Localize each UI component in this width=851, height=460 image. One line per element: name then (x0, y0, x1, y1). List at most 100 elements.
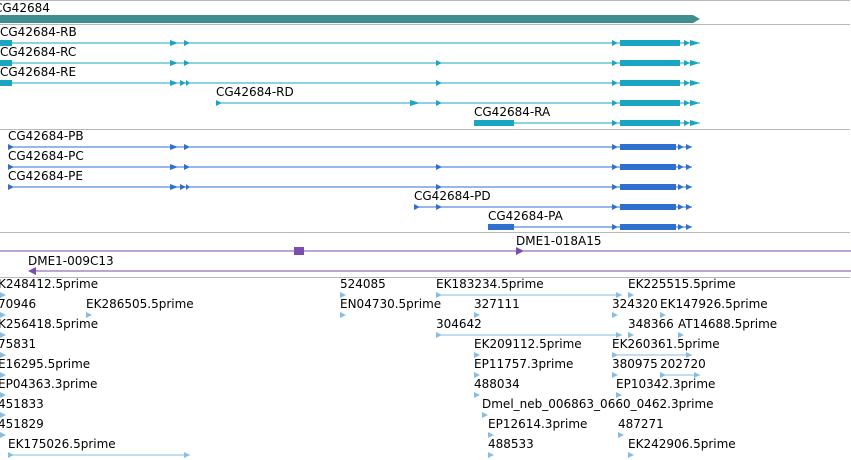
est-feature[interactable]: 451829 (0, 417, 44, 438)
exon-arrow (612, 204, 618, 210)
clone-row[interactable]: DME1-018A15 (0, 234, 851, 255)
est-feature[interactable]: 348366 (628, 317, 674, 338)
est-feature[interactable]: 524085 (340, 277, 386, 298)
exon-arrow (612, 40, 618, 46)
est-feature[interactable]: 75831 (0, 337, 36, 358)
exon-arrow (180, 80, 186, 86)
exon-arrow (170, 164, 178, 170)
est-feature[interactable]: 380975 (612, 357, 658, 378)
est-feature[interactable]: EK175026.5prime (8, 437, 190, 458)
est-feature[interactable]: EK225515.5prime (628, 277, 736, 298)
clone-track: DME1-018A15 DME1-009C13 (0, 234, 851, 275)
gene-bar[interactable] (0, 15, 700, 23)
clone-row[interactable]: DME1-009C13 (28, 254, 851, 275)
est-label: 348366 (628, 317, 674, 331)
exon-arrow (678, 144, 684, 150)
est-arrow (340, 292, 346, 298)
exon-arrow (684, 120, 690, 126)
exon-block (620, 164, 676, 170)
est-arrow (474, 312, 480, 318)
est-feature[interactable]: 488034 (474, 377, 520, 398)
est-arrow (616, 292, 622, 298)
est-arrow (340, 312, 346, 318)
est-arrow (474, 352, 480, 358)
est-arrow (0, 412, 6, 418)
exon-arrow (690, 60, 700, 66)
exon-arrow (170, 184, 178, 190)
exon-arrow (170, 40, 178, 46)
est-feature[interactable]: 324320 (612, 297, 658, 318)
transcript-row[interactable]: CG42684-PB (8, 129, 692, 150)
transcript-row[interactable]: CG42684-PC (8, 149, 692, 170)
transcript-row[interactable]: CG42684-RC (0, 45, 700, 66)
est-label: EK260361.5prime (612, 337, 720, 351)
est-label: Dmel_neb_006863_0660_0462.3prime (482, 397, 714, 411)
est-arrow (488, 452, 494, 458)
est-feature[interactable]: K248412.5prime (0, 277, 98, 298)
exon-block (620, 80, 680, 86)
est-feature[interactable]: EK183234.5prime (436, 277, 622, 298)
est-feature[interactable]: 487271 (618, 417, 664, 438)
est-arrow (678, 332, 684, 338)
cds-transcript-track: CG42684-PB CG42684-PC CG42684-PE CG42684-PD… (8, 129, 692, 230)
est-arrow (612, 312, 618, 318)
transcript-row[interactable]: CG42684-PD (414, 189, 692, 210)
exon-arrow (612, 184, 618, 190)
exon-arrow (678, 204, 684, 210)
transcript-label: CG42684-PD (414, 189, 491, 203)
est-feature[interactable]: 70946 (0, 297, 36, 318)
exon-arrow (612, 164, 618, 170)
est-feature[interactable]: AT14688.5prime (678, 317, 777, 338)
track-dividers (0, 0, 850, 278)
est-label: 488034 (474, 377, 520, 391)
exon-block (620, 184, 676, 190)
est-arrow (0, 312, 6, 318)
est-label: K256418.5prime (0, 317, 98, 331)
exon-arrow (436, 184, 442, 190)
est-arrow (694, 372, 700, 378)
exon-block (620, 40, 680, 46)
est-feature[interactable]: EK286505.5prime (86, 297, 194, 318)
exon-arrow (184, 60, 190, 66)
exon-block (620, 204, 676, 210)
est-feature[interactable]: EN04730.5prime (340, 297, 441, 318)
est-arrow (628, 452, 634, 458)
est-feature[interactable]: Dmel_neb_006863_0660_0462.3prime (482, 397, 714, 418)
exon-block (488, 224, 514, 230)
est-arrow (612, 352, 618, 358)
est-feature[interactable]: EP10342.3prime (616, 377, 715, 398)
est-arrow (474, 392, 480, 398)
est-feature[interactable]: EK209112.5prime (474, 337, 582, 358)
exon-arrow (690, 100, 700, 106)
est-feature[interactable]: 451833 (0, 397, 44, 418)
est-feature[interactable]: EK242906.5prime (628, 437, 736, 458)
exon-arrow (612, 80, 618, 86)
transcript-row[interactable]: CG42684-PE (8, 169, 692, 190)
transcript-row[interactable]: CG42684-RB (0, 25, 700, 46)
est-feature[interactable]: 327111 (474, 297, 520, 318)
est-feature[interactable]: EK260361.5prime (612, 337, 720, 358)
est-feature[interactable]: E16295.5prime (0, 357, 90, 378)
est-feature[interactable]: EP04363.3prime (0, 377, 97, 398)
est-track: K248412.5prime 70946 EK286505.5prime K25641… (0, 277, 777, 458)
transcript-row[interactable]: CG42684-PA (488, 209, 692, 230)
est-arrow (612, 372, 618, 378)
est-feature[interactable]: 488533 (488, 437, 534, 458)
est-feature[interactable]: EK147926.5prime (660, 297, 768, 318)
est-label: 451829 (0, 417, 44, 431)
transcript-row[interactable]: CG42684-RA (474, 105, 700, 126)
transcript-row[interactable]: CG42684-RE (0, 65, 700, 86)
exon-arrow (684, 80, 690, 86)
est-feature[interactable]: K256418.5prime (0, 317, 98, 338)
est-feature[interactable]: 202720 (660, 357, 706, 378)
transcript-row[interactable]: CG42684-RD (216, 85, 700, 106)
est-label: EP04363.3prime (0, 377, 97, 391)
est-feature[interactable]: 304642 (436, 317, 622, 338)
est-arrow (482, 412, 488, 418)
est-label: 75831 (0, 337, 36, 351)
est-label: EP11757.3prime (474, 357, 573, 371)
exon-arrow (216, 100, 222, 106)
est-feature[interactable]: EP11757.3prime (474, 357, 573, 378)
est-feature[interactable]: EP12614.3prime (488, 417, 587, 438)
clone-end-marker (294, 247, 304, 255)
